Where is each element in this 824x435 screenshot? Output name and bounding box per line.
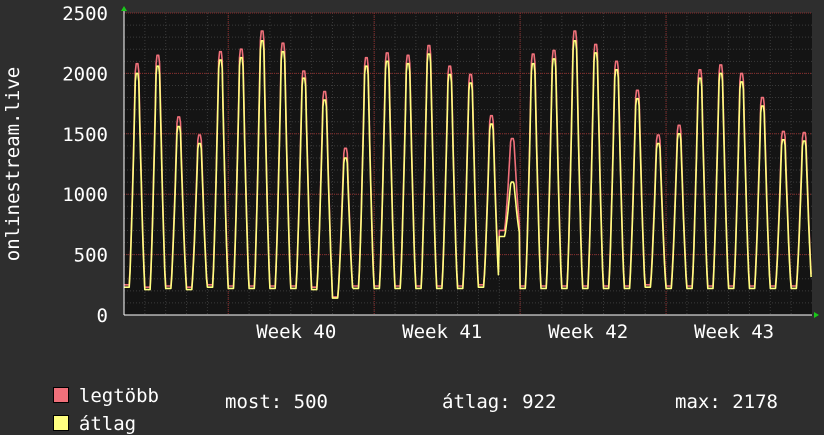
stat-now-label: most: [225,391,283,413]
y-tick-label: 2000 [62,63,108,85]
x-tick-label: Week 43 [694,321,774,343]
y-tick-label: 2500 [62,3,108,25]
y-axis-arrow-icon [121,6,127,11]
y-tick-label: 1500 [62,124,108,146]
y-axis-label: onlinestream.live [2,67,24,261]
series-atlag [124,40,812,299]
axes: 0 500 1000 1500 2000 2500 Week 40 Week 41 Week 4… [62,3,819,343]
x-axis-arrow-icon [814,312,819,318]
stat-now: most: 500 [225,391,328,413]
stat-max: max: 2178 [675,391,778,413]
y-tick-label: 500 [74,245,108,267]
y-tick-label: 1000 [62,184,108,206]
x-tick-label: Week 40 [256,321,336,343]
legend-swatch-legtobb [52,387,69,403]
legend-label-legtobb: legtöbb [78,385,159,407]
legend-swatch-atlag [52,415,69,431]
x-tick-label: Week 42 [548,321,628,343]
stat-now-value: 500 [293,391,328,413]
stat-avg: átlag: 922 [442,391,556,413]
x-tick-label: Week 41 [402,321,482,343]
stat-avg-label: átlag: [442,391,511,413]
stat-max-value: 2178 [732,391,778,413]
stat-max-label: max: [675,391,721,413]
legend-item-legtobb: legtöbb [30,363,159,407]
legend-item-atlag: átlag [30,391,136,435]
series-lines [124,30,812,299]
stat-avg-value: 922 [522,391,557,413]
y-tick-label: 0 [97,305,108,327]
legend-label-atlag: átlag [78,413,137,435]
